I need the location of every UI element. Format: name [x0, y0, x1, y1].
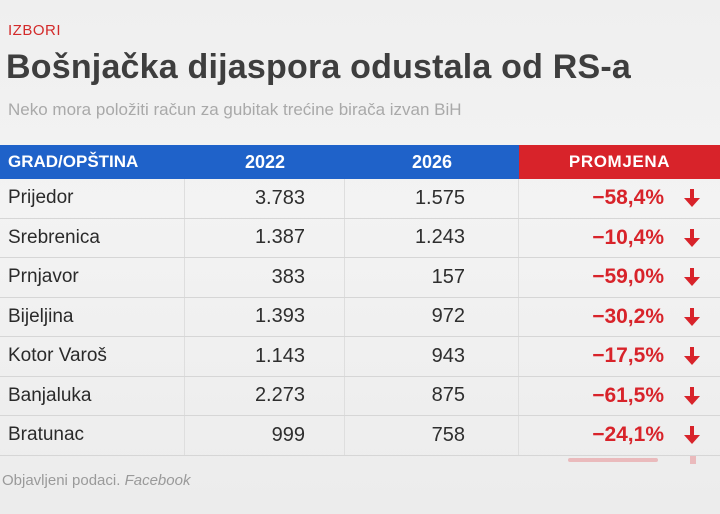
cell-change: −58,4% [592, 186, 664, 210]
cell-change: −30,2% [592, 304, 664, 328]
cell-divider [305, 376, 345, 415]
cell-divider [305, 258, 345, 297]
table-row: Kotor Varoš 1.143 943 −17,5% [0, 337, 720, 377]
arrow-down-icon-svg [684, 386, 700, 405]
cell-divider [305, 179, 345, 218]
cell-city: Prnjavor [0, 258, 185, 297]
table-row: Srebrenica 1.387 1.243 −10,4% [0, 218, 720, 258]
partial-arrow-icon [690, 455, 696, 464]
cell-divider [465, 179, 519, 218]
cell-change: −61,5% [592, 383, 664, 407]
cell-2022: 999 [271, 423, 305, 446]
source-name[interactable]: Facebook [124, 472, 191, 489]
header-blue-band: GRAD/OPŠTINA 2022 2026 [0, 145, 519, 179]
arrow-down-icon [664, 386, 720, 406]
arrow-down-icon [664, 228, 720, 248]
cell-2022: 3.783 [254, 186, 305, 209]
header-year-2022: 2022 [244, 152, 286, 172]
table-row: Bijeljina 1.393 972 −30,2% [0, 297, 720, 337]
cell-divider [465, 218, 519, 257]
cell-city: Kotor Varoš [0, 337, 185, 376]
cell-2022: 2.273 [254, 384, 305, 407]
arrow-down-icon [664, 425, 720, 445]
cell-2022: 1.393 [254, 305, 305, 328]
cell-city: Bijeljina [0, 297, 185, 336]
headline[interactable]: Bošnjačka dijaspora odustala od RS-a [6, 48, 632, 86]
cell-2026: 972 [431, 305, 465, 328]
subheadline: Neko mora položiti račun za gubitak treć… [8, 100, 462, 119]
cell-2022: 1.387 [254, 226, 305, 249]
arrow-down-icon [664, 346, 720, 366]
cell-divider [305, 416, 345, 455]
cell-divider [465, 297, 519, 336]
arrow-down-icon-svg [684, 268, 700, 287]
cell-city: Prijedor [0, 179, 185, 218]
cell-divider [305, 218, 345, 257]
header-year-2026: 2026 [411, 152, 453, 172]
partial-change-value [568, 457, 658, 462]
cell-city: Srebrenica [0, 218, 185, 257]
source-line: Objavljeni podaci. Facebook [2, 472, 190, 489]
cell-change: −17,5% [592, 344, 664, 368]
source-label: Objavljeni podaci. [2, 472, 121, 489]
cell-2026: 1.243 [414, 226, 465, 249]
section-kicker[interactable]: IZBORI [8, 22, 62, 39]
header-city: GRAD/OPŠTINA [8, 152, 139, 171]
cell-divider [305, 337, 345, 376]
cell-2026: 875 [431, 384, 465, 407]
table-header: GRAD/OPŠTINA 2022 2026 PROMJENA [0, 145, 720, 179]
header-change: PROMJENA [519, 145, 720, 179]
arrow-down-icon-svg [684, 189, 700, 208]
cell-2022: 383 [271, 265, 305, 288]
cell-2026: 157 [431, 265, 465, 288]
cell-divider [465, 376, 519, 415]
arrow-down-icon [664, 307, 720, 327]
cell-divider [465, 416, 519, 455]
cell-change: −24,1% [592, 423, 664, 447]
cell-change: −59,0% [592, 265, 664, 289]
arrow-down-icon [664, 267, 720, 287]
cell-divider [305, 297, 345, 336]
arrow-down-icon-svg [684, 228, 700, 247]
cell-divider [465, 337, 519, 376]
cell-2022: 1.143 [254, 344, 305, 367]
arrow-down-icon [664, 188, 720, 208]
cell-city: Banjaluka [0, 376, 185, 415]
arrow-down-icon-svg [684, 426, 700, 445]
table-row: Prijedor 3.783 1.575 −58,4% [0, 179, 720, 219]
cell-city: Bratunac [0, 416, 185, 455]
table-body: Prijedor 3.783 1.575 −58,4% Srebrenica 1… [0, 179, 720, 456]
table-row: Banjaluka 2.273 875 −61,5% [0, 376, 720, 416]
cell-2026: 1.575 [414, 186, 465, 209]
cell-change: −10,4% [592, 225, 664, 249]
cell-divider [465, 258, 519, 297]
cell-2026: 758 [431, 423, 465, 446]
arrow-down-icon-svg [684, 347, 700, 366]
results-table: GRAD/OPŠTINA 2022 2026 PROMJENA Prijedor… [0, 145, 720, 466]
table-row: Prnjavor 383 157 −59,0% [0, 258, 720, 298]
table-row: Bratunac 999 758 −24,1% [0, 416, 720, 456]
cell-2026: 943 [431, 344, 465, 367]
arrow-down-icon-svg [684, 307, 700, 326]
partial-row-cutoff [0, 455, 720, 466]
